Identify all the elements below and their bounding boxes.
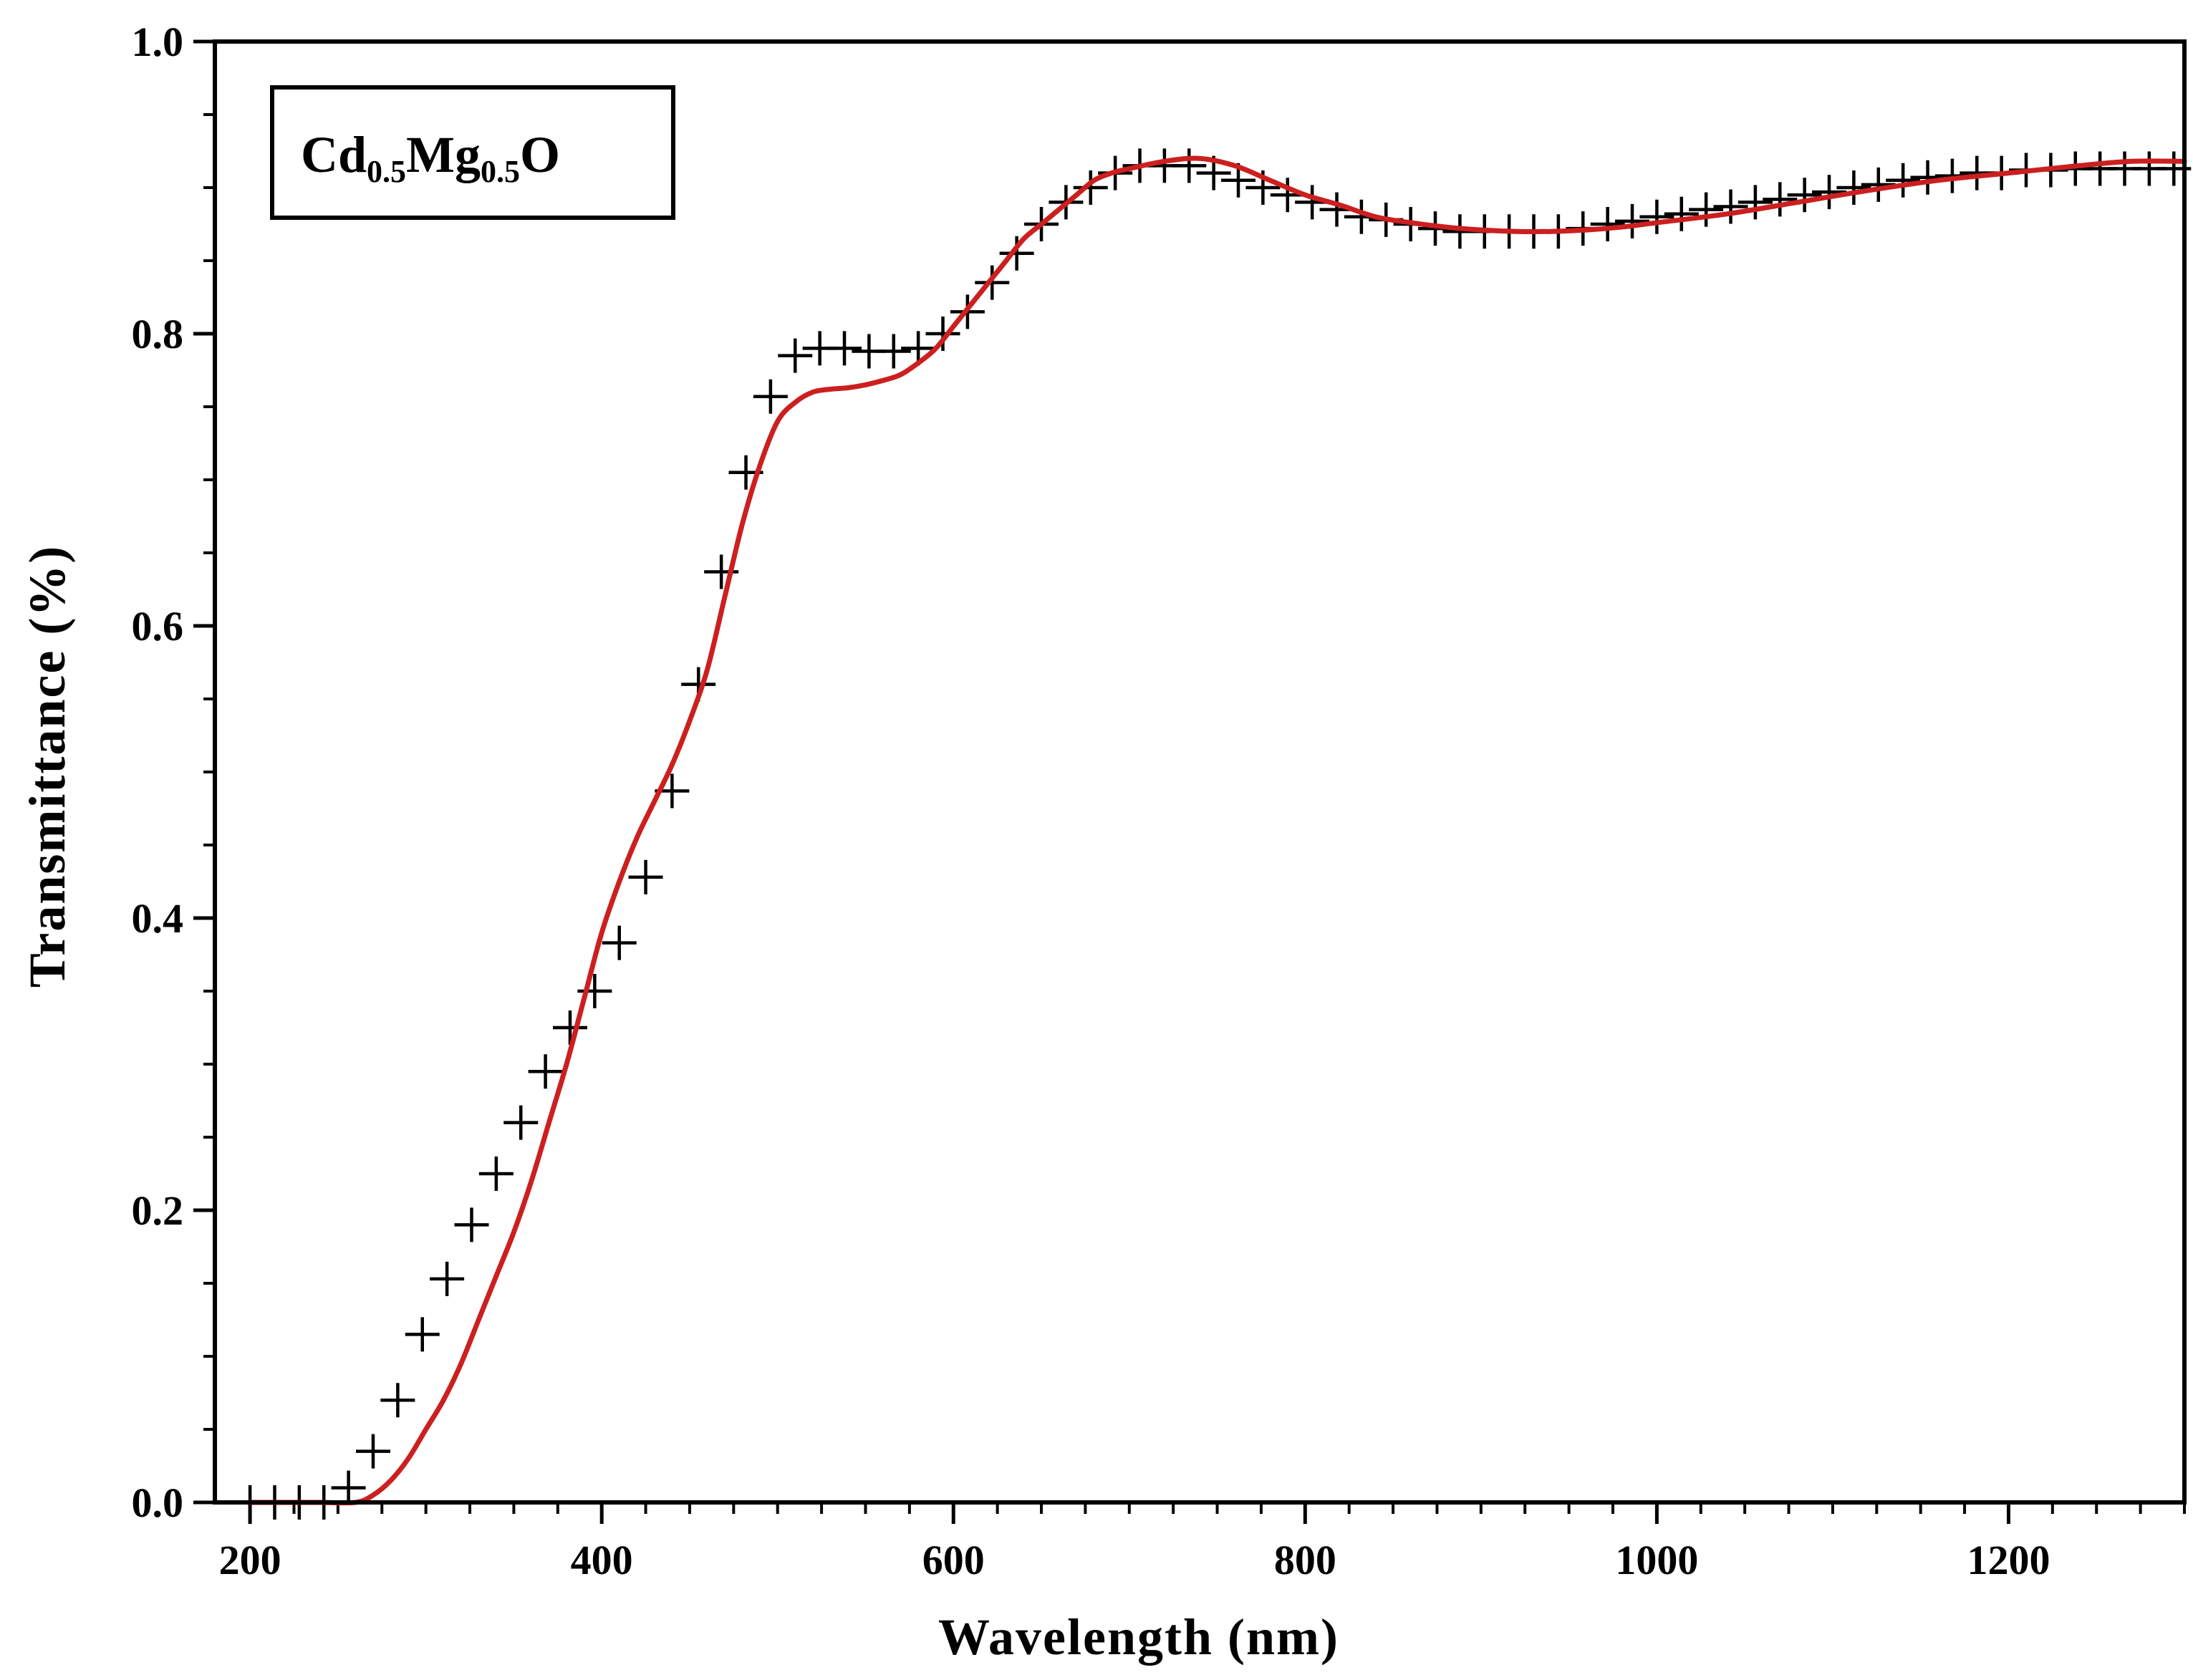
data-point-marker — [503, 1105, 539, 1140]
data-point-marker — [1689, 192, 1724, 227]
y-axis-title: Transmittance (%) — [19, 545, 76, 988]
legend-o: O — [520, 126, 560, 183]
data-point-marker — [925, 317, 960, 351]
x-axis-title: Wavelength (nm) — [938, 1608, 1339, 1666]
data-point-marker — [1073, 170, 1108, 205]
data-point-marker — [454, 1207, 489, 1242]
data-point-marker — [1812, 175, 1847, 210]
y-tick-label: 0.8 — [132, 311, 184, 357]
plot-frame — [213, 39, 2187, 1505]
data-point-marker — [1836, 170, 1871, 205]
data-point-marker — [876, 334, 911, 369]
data-point-marker — [478, 1157, 514, 1191]
x-tick-label: 800 — [1274, 1537, 1336, 1583]
y-tick-label: 0.0 — [132, 1479, 184, 1526]
experimental-markers — [233, 148, 2192, 1520]
axis-tick-labels: 200 400 600 800 1000 1200 0.0 0.2 0.4 0.6 0.8 1.0 — [132, 19, 2050, 1583]
data-point-marker — [1172, 148, 1207, 183]
data-point-marker — [1787, 178, 1822, 213]
data-point-marker — [1664, 196, 1699, 231]
y-tick-label: 1.0 — [132, 19, 184, 65]
x-tick-label: 600 — [922, 1537, 985, 1583]
axis-ticks — [193, 39, 2186, 1524]
data-point-marker — [405, 1317, 440, 1352]
data-point-marker — [753, 379, 788, 414]
y-tick-label: 0.4 — [132, 895, 184, 942]
data-point-marker — [1763, 182, 1798, 217]
data-point-marker — [999, 236, 1034, 271]
y-tick-label: 0.6 — [132, 603, 184, 650]
legend-cd-subscript: 0.5 — [367, 154, 406, 189]
data-point-marker — [1590, 207, 1625, 241]
legend-mg-subscript: 0.5 — [481, 154, 520, 189]
y-tick-label: 0.2 — [132, 1187, 184, 1234]
data-point-marker — [602, 925, 637, 960]
data-point-marker — [1886, 163, 1921, 198]
data-point-marker — [827, 331, 862, 366]
data-point-marker — [430, 1261, 465, 1296]
legend-frame — [270, 85, 675, 220]
data-point-marker — [628, 859, 663, 894]
legend-cd: Cd — [301, 126, 367, 183]
data-point-marker — [1737, 185, 1773, 220]
data-point-marker — [901, 331, 936, 366]
x-tick-label: 400 — [571, 1537, 633, 1583]
legend-label: Cd0.5Mg0.5O — [301, 126, 560, 189]
data-point-marker — [528, 1054, 563, 1089]
x-tick-label: 200 — [219, 1537, 281, 1583]
legend-box: Cd0.5Mg0.5O — [270, 85, 675, 220]
data-point-marker — [380, 1383, 415, 1418]
data-point-marker — [1615, 203, 1650, 238]
data-point-marker — [355, 1434, 390, 1469]
data-point-marker — [577, 974, 612, 1008]
data-point-marker — [778, 338, 813, 373]
data-point-marker — [975, 265, 1010, 300]
fit-curve-line — [247, 155, 2187, 1506]
data-point-marker — [331, 1470, 366, 1505]
data-series — [233, 148, 2192, 1520]
data-point-marker — [552, 1010, 587, 1045]
data-point-marker — [1713, 189, 1748, 224]
data-point-marker — [1639, 199, 1674, 234]
x-tick-label: 1000 — [1615, 1537, 1698, 1583]
legend-mg: Mg — [406, 126, 481, 183]
x-tick-label: 1200 — [1967, 1537, 2050, 1583]
